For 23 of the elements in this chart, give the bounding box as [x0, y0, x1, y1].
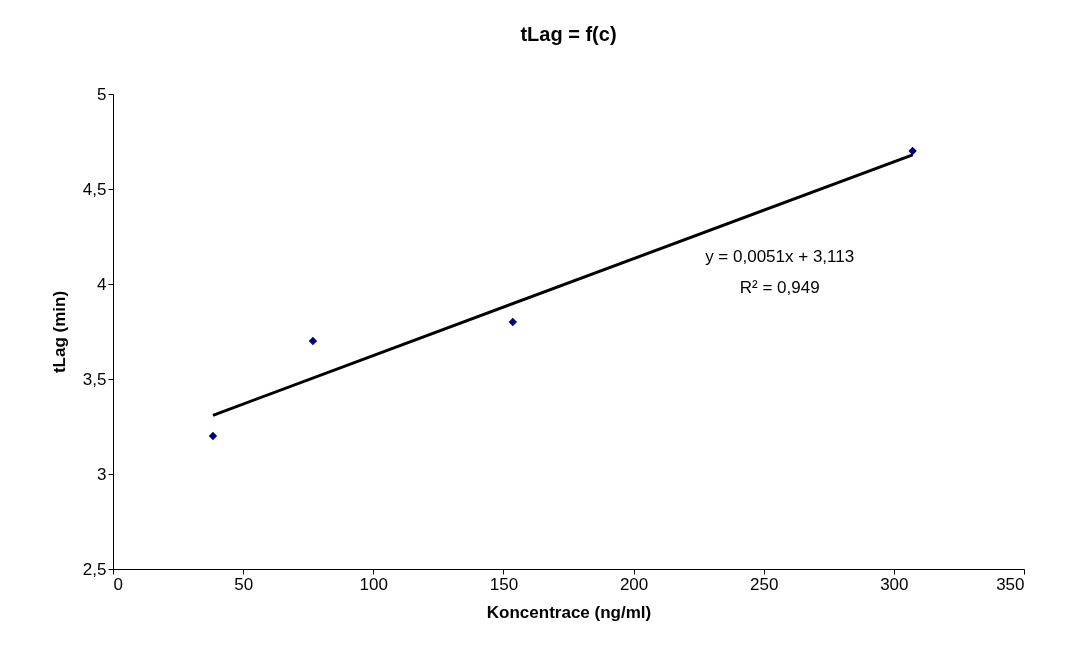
y-tick-label: 4 [97, 274, 107, 294]
annotation: y = 0,0051x + 3,113 [705, 247, 855, 267]
x-tick-label: 250 [750, 574, 779, 594]
x-tick-label: 50 [234, 574, 254, 594]
y-tick-label: 3,5 [82, 369, 107, 389]
x-tick-label: 300 [880, 574, 909, 594]
y-tick-label: 5 [97, 84, 107, 104]
point [908, 146, 917, 156]
annotation: R² = 0,949 [739, 278, 820, 298]
point [508, 317, 517, 327]
chart-title: tLag = f(c) [520, 23, 617, 45]
point [208, 431, 218, 441]
x-tick-label: 100 [359, 574, 388, 594]
x-tick-label: 200 [619, 574, 649, 594]
x-axis-title: Koncentrace (ng/ml) [486, 602, 652, 622]
x-tick-label: 350 [996, 574, 1025, 594]
y-axis-title: tLag (min) [49, 290, 69, 374]
y-tick-label: 2,5 [82, 559, 107, 579]
point [308, 336, 318, 346]
x-tick-label: 150 [489, 574, 519, 594]
y-tick-label: 4,5 [82, 179, 107, 199]
y-tick-label: 3 [97, 464, 107, 484]
x-tick-label: 0 [113, 574, 123, 594]
